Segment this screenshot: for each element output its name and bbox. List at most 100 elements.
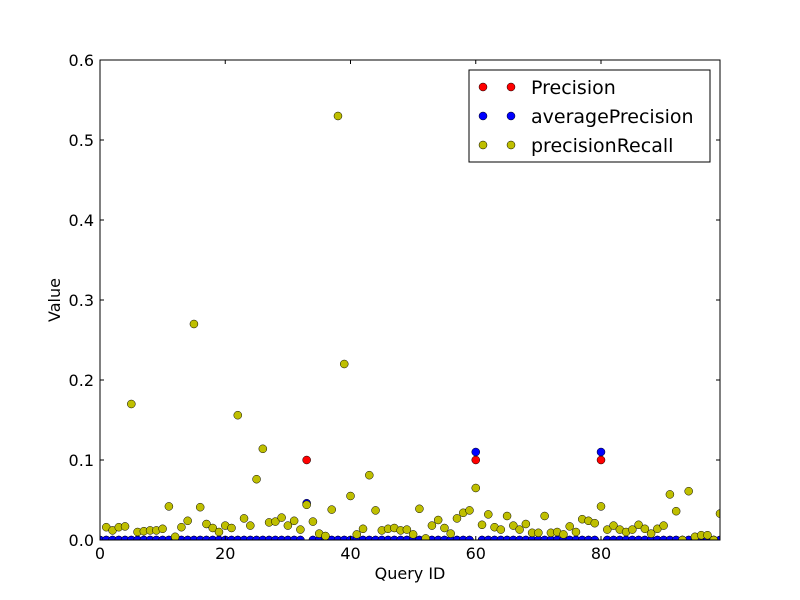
point-precisionRecall-41 — [358, 524, 368, 534]
y-tick-label-6: 0.6 — [69, 51, 94, 70]
point-precisionRecall-48 — [402, 525, 412, 534]
point-precisionRecall-52 — [427, 521, 437, 530]
point-averagePrecision-64 — [496, 535, 506, 540]
point-precisionRecall-35 — [321, 531, 330, 540]
point-averagePrecision-43 — [365, 535, 374, 540]
point-precisionRecall-51 — [421, 534, 430, 540]
y-tick-label-1: 0.1 — [69, 451, 94, 470]
point-averagePrecision-27 — [264, 535, 274, 540]
point-precisionRecall-66 — [515, 525, 524, 534]
point-averagePrecision-46 — [383, 535, 393, 540]
point-precisionRecall-12 — [177, 522, 186, 532]
point-averagePrecision-1 — [102, 535, 111, 540]
x-tick-label-40: 40 — [340, 544, 360, 563]
point-averagePrecision-24 — [246, 535, 255, 540]
point-precisionRecall-3 — [120, 522, 130, 531]
point-averagePrecision-63 — [490, 535, 499, 540]
point-precisionRecall-56 — [452, 514, 462, 523]
point-averagePrecision-82 — [609, 535, 618, 540]
point-precisionRecall-23 — [246, 521, 255, 530]
point-precisionRecall-86 — [640, 524, 650, 534]
legend-label-Precision: Precision — [531, 77, 616, 99]
point-averagePrecision-91 — [665, 535, 675, 540]
point-precisionRecall-14 — [189, 319, 199, 329]
point-averagePrecision-80 — [596, 447, 606, 457]
point-averagePrecision-60 — [471, 447, 481, 457]
point-precisionRecall-81 — [609, 521, 618, 530]
point-precisionRecall-15 — [195, 502, 205, 512]
point-averagePrecision-44 — [371, 535, 380, 540]
point-averagePrecision-8 — [145, 535, 155, 540]
x-tick-label-20: 20 — [215, 544, 235, 563]
point-averagePrecision-54 — [433, 535, 443, 540]
point-precisionRecall-85 — [634, 520, 643, 530]
y-tick-label-4: 0.4 — [69, 211, 94, 230]
point-averagePrecision-86 — [634, 535, 643, 540]
point-precisionRecall-54 — [440, 523, 449, 533]
point-averagePrecision-65 — [502, 535, 512, 540]
point-precisionRecall-97 — [709, 535, 718, 540]
point-precisionRecall-96 — [703, 530, 712, 540]
point-averagePrecision-57 — [452, 535, 462, 540]
point-averagePrecision-55 — [440, 535, 449, 540]
point-precisionRecall-22 — [239, 514, 249, 523]
point-precisionRecall-43 — [371, 506, 380, 515]
point-precisionRecall-84 — [628, 525, 637, 534]
y-tick-label-0: 0.0 — [69, 531, 94, 550]
point-precisionRecall-93 — [684, 486, 693, 496]
point-averagePrecision-78 — [584, 535, 593, 540]
legend-marker-averagePrecision-1 — [506, 111, 516, 121]
point-averagePrecision-14 — [183, 535, 192, 540]
point-precisionRecall-11 — [170, 532, 180, 540]
x-tick-label-80: 80 — [591, 544, 611, 563]
legend-marker-averagePrecision-0 — [478, 111, 488, 121]
y-axis-label: Value — [45, 278, 64, 322]
point-precisionRecall-65 — [509, 521, 518, 530]
point-averagePrecision-28 — [271, 535, 280, 540]
legend: Precision averagePrecision precisionRecall — [468, 69, 711, 163]
point-precisionRecall-79 — [596, 502, 606, 511]
point-averagePrecision-89 — [653, 535, 662, 540]
legend-marker-precisionRecall-0 — [478, 140, 488, 150]
point-averagePrecision-94 — [684, 535, 693, 540]
point-averagePrecision-4 — [120, 535, 130, 540]
legend-marker-Precision-0 — [478, 82, 488, 92]
point-Precision-33 — [302, 455, 311, 465]
point-precisionRecall-13 — [183, 516, 192, 526]
y-axis: 0.0 0.1 0.2 0.3 0.4 0.5 0.6 — [69, 51, 720, 550]
point-averagePrecision-51 — [415, 535, 424, 540]
point-averagePrecision-32 — [296, 535, 305, 540]
point-precisionRecall-40 — [352, 530, 362, 539]
point-averagePrecision-29 — [277, 535, 286, 540]
point-precisionRecall-4 — [127, 399, 136, 409]
point-precisionRecall-9 — [158, 524, 167, 534]
point-precisionRecall-63 — [496, 525, 506, 534]
point-averagePrecision-5 — [127, 535, 136, 540]
point-averagePrecision-90 — [659, 535, 668, 540]
x-tick-label-0: 0 — [95, 544, 105, 563]
point-averagePrecision-15 — [189, 535, 199, 540]
point-precisionRecall-17 — [208, 523, 217, 533]
point-averagePrecision-3 — [114, 535, 124, 540]
point-precisionRecall-33 — [308, 517, 318, 526]
point-precisionRecall-91 — [671, 506, 681, 516]
point-averagePrecision-7 — [139, 535, 149, 540]
point-precisionRecall-55 — [446, 529, 455, 538]
point-averagePrecision-16 — [195, 535, 205, 540]
point-averagePrecision-25 — [252, 535, 261, 540]
point-precisionRecall-32 — [302, 500, 311, 510]
point-precisionRecall-80 — [603, 525, 612, 534]
point-averagePrecision-13 — [177, 535, 186, 540]
point-precisionRecall-16 — [202, 519, 211, 529]
point-averagePrecision-11 — [164, 535, 174, 540]
point-precisionRecall-42 — [365, 470, 374, 480]
point-averagePrecision-79 — [590, 535, 599, 540]
point-averagePrecision-26 — [258, 535, 268, 540]
point-precisionRecall-73 — [559, 530, 568, 539]
point-averagePrecision-2 — [108, 535, 117, 540]
point-precisionRecall-39 — [346, 491, 355, 501]
point-precisionRecall-29 — [283, 521, 293, 530]
point-precisionRecall-98 — [715, 509, 720, 518]
point-precisionRecall-75 — [571, 527, 581, 537]
